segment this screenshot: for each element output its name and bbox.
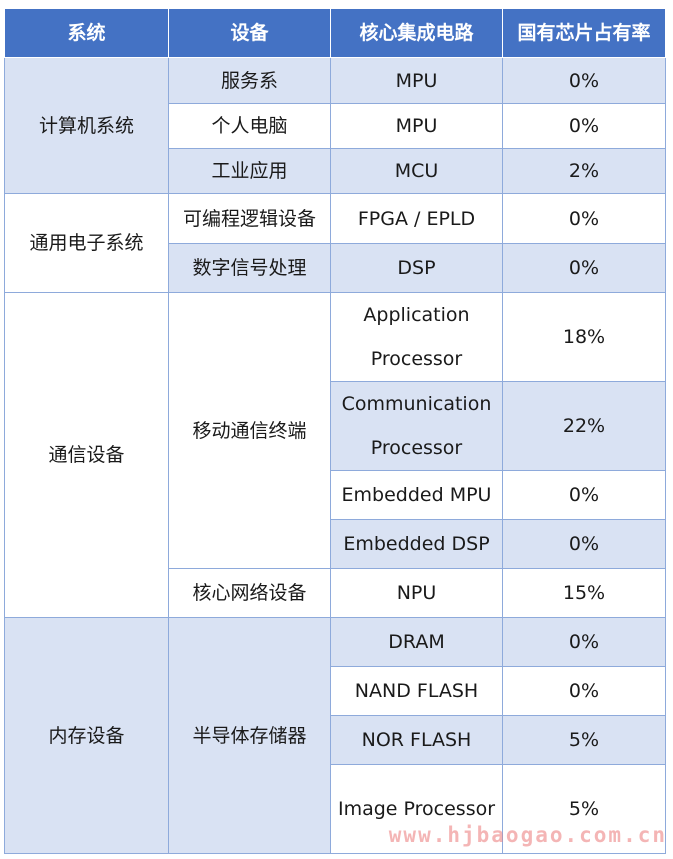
table-row: Communication Processor 22% <box>5 381 666 471</box>
chip-cell: NAND FLASH <box>330 666 503 716</box>
table-row: 计算机系统 服务系 MPU 0% <box>4 57 666 194</box>
share-cell: 5% <box>502 715 666 765</box>
chip-cell: MPU <box>330 103 503 149</box>
chip-cell: Application Processor <box>330 292 503 382</box>
share-cell: 0% <box>502 666 666 716</box>
chip-cell: DSP <box>330 243 503 293</box>
table-row: Embedded DSP 0% <box>5 519 666 569</box>
table-row: 通信设备 移动通信终端 Application Processor 18% <box>4 292 666 618</box>
share-cell: 18% <box>502 292 666 382</box>
header-chip: 核心集成电路 <box>330 8 503 58</box>
share-cell: 0% <box>502 617 666 667</box>
table-row: Embedded MPU 0% <box>5 470 666 520</box>
share-cell: 0% <box>502 519 666 569</box>
table-row: 内存设备 半导体存储器 DRAM 0% <box>4 617 666 854</box>
chip-cell: Communication Processor <box>330 381 503 471</box>
table-row: 数字信号处理 DSP 0% <box>5 243 666 293</box>
chip-cell: NPU <box>330 568 503 618</box>
chip-cell: MCU <box>330 148 503 194</box>
share-cell: 2% <box>502 148 666 194</box>
chip-cell: DRAM <box>330 617 503 667</box>
share-cell: 0% <box>502 103 666 149</box>
table-row: 个人电脑 MPU 0% <box>5 103 666 149</box>
group-computer: 计算机系统 <box>4 57 169 194</box>
table-row: 核心网络设备 NPU 15% <box>5 568 666 618</box>
share-cell: 15% <box>502 568 666 618</box>
share-cell: 0% <box>502 243 666 293</box>
header-device: 设备 <box>168 8 331 58</box>
chip-cell: Embedded MPU <box>330 470 503 520</box>
device-cell: 核心网络设备 <box>168 568 331 618</box>
table-row: 工业应用 MCU 2% <box>5 148 666 194</box>
header-system: 系统 <box>4 8 169 58</box>
group-memory: 内存设备 <box>4 617 169 854</box>
group-general: 通用电子系统 <box>4 193 169 293</box>
device-cell: 移动通信终端 <box>168 292 331 569</box>
chip-cell: MPU <box>330 57 503 104</box>
device-cell: 可编程逻辑设备 <box>168 193 331 244</box>
chip-cell: NOR FLASH <box>330 715 503 765</box>
share-cell: 5% <box>502 764 666 854</box>
chip-cell: Embedded DSP <box>330 519 503 569</box>
chip-share-table: 系统 设备 核心集成电路 国有芯片占有率 计算机系统 服务系 MPU 0% 个人… <box>4 8 666 854</box>
device-cell: 工业应用 <box>168 148 331 194</box>
table-row: 通用电子系统 可编程逻辑设备 FPGA / EPLD 0% <box>4 193 666 293</box>
device-cell: 个人电脑 <box>168 103 331 149</box>
share-cell: 0% <box>502 193 666 244</box>
share-cell: 22% <box>502 381 666 471</box>
table-row: Image Processor 5% <box>5 764 666 854</box>
chip-cell: FPGA / EPLD <box>330 193 503 244</box>
group-comm: 通信设备 <box>4 292 169 618</box>
share-cell: 0% <box>502 57 666 104</box>
header-share: 国有芯片占有率 <box>502 8 666 58</box>
chip-cell: Image Processor <box>330 764 503 854</box>
share-cell: 0% <box>502 470 666 520</box>
device-cell: 半导体存储器 <box>168 617 331 854</box>
header-row: 系统 设备 核心集成电路 国有芯片占有率 <box>4 8 666 58</box>
table-row: NOR FLASH 5% <box>5 715 666 765</box>
watermark: www.hjbaogao.com.cn <box>388 823 667 847</box>
table-row: NAND FLASH 0% <box>5 666 666 716</box>
device-cell: 服务系 <box>168 57 331 104</box>
device-cell: 数字信号处理 <box>168 243 331 293</box>
